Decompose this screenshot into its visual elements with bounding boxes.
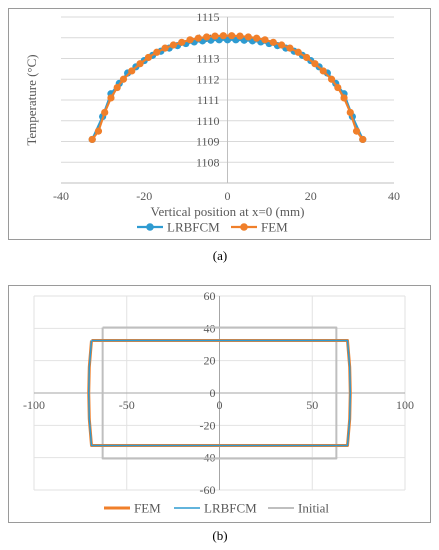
y-tick-label: -20	[200, 418, 216, 432]
series-fem	[88, 32, 367, 144]
y-tick-label: 1115	[196, 10, 219, 24]
temperature-chart: 11081109111011111112111311141115-40-2002…	[24, 10, 400, 235]
x-tick-label: 50	[306, 398, 318, 412]
data-point	[228, 32, 236, 40]
y-tick-label: 1109	[196, 135, 220, 149]
y-tick-label: 1108	[196, 155, 220, 169]
legend-item: FEM	[231, 220, 288, 235]
data-point	[107, 94, 115, 102]
data-point	[278, 41, 286, 49]
x-tick-label: 40	[388, 189, 400, 203]
data-point	[311, 60, 319, 68]
y-tick-label: 60	[204, 289, 216, 303]
x-tick-label: 20	[305, 189, 317, 203]
legend-item: FEM	[104, 501, 161, 516]
chart-b-panel: -60 -40 -20 0 20 40 60 -100 -50 0 50 100 FEM LRBFCM In…	[8, 285, 431, 523]
legend-item: LRBFCM	[137, 220, 220, 235]
data-point	[327, 75, 336, 83]
y-tick-label: -60	[200, 483, 216, 497]
legend-label: LRBFCM	[204, 501, 257, 516]
y-tick-label: 20	[204, 354, 216, 368]
y-tick-label: 1110	[196, 114, 219, 128]
y-tick-label: 1112	[196, 72, 219, 86]
data-point	[352, 127, 361, 135]
data-point	[169, 41, 177, 49]
data-point	[261, 36, 269, 44]
data-point	[153, 48, 161, 56]
legend-marker	[240, 223, 248, 231]
caption-a: (a)	[212, 248, 228, 263]
x-tick-label: 0	[225, 189, 231, 203]
data-point	[94, 127, 103, 135]
data-point	[236, 32, 244, 40]
x-tick-label: 0	[217, 398, 223, 412]
data-point	[269, 38, 277, 46]
data-point	[128, 67, 136, 75]
data-point	[359, 135, 367, 144]
data-point	[88, 135, 96, 144]
data-point	[101, 108, 109, 117]
data-point	[194, 34, 202, 42]
x-tick-label: -100	[23, 398, 45, 412]
data-point	[211, 32, 219, 40]
data-point	[119, 75, 128, 83]
x-tick-label: -20	[136, 189, 152, 203]
x-tick-label: -50	[119, 398, 135, 412]
data-point	[346, 108, 354, 117]
legend-marker	[146, 223, 154, 231]
y-tick-label: 1113	[196, 52, 219, 66]
y-axis-title: Temperature (°C)	[24, 54, 39, 145]
data-point	[302, 53, 311, 62]
data-point	[203, 33, 211, 41]
series-lrbfcm-line	[87, 339, 352, 447]
legend-item: Initial	[268, 501, 329, 516]
legend-label: FEM	[134, 501, 161, 516]
data-point	[144, 53, 153, 62]
data-point	[340, 94, 348, 102]
x-axis-title: Vertical position at x=0 (mm)	[151, 204, 305, 219]
caption-b: (b)	[212, 528, 228, 543]
legend-label: Initial	[298, 501, 329, 516]
data-point	[334, 83, 342, 92]
data-point	[113, 83, 121, 92]
data-point	[161, 44, 169, 52]
data-point	[319, 67, 327, 75]
data-point	[178, 38, 186, 46]
legend-item: LRBFCM	[174, 501, 257, 516]
y-tick-label: 1111	[197, 93, 220, 107]
chart-a-panel: 11081109111011111112111311141115-40-2002…	[8, 8, 431, 240]
data-point	[186, 36, 194, 44]
data-point	[136, 60, 144, 68]
legend-label: FEM	[261, 220, 288, 235]
data-point	[219, 32, 227, 40]
x-tick-label: -40	[53, 189, 69, 203]
legend-label: LRBFCM	[167, 220, 220, 235]
x-tick-label: 100	[396, 398, 414, 412]
series-initial-line	[101, 326, 338, 460]
data-point	[294, 48, 302, 56]
data-point	[253, 34, 261, 42]
data-point	[286, 44, 294, 52]
y-tick-label: 0	[210, 386, 216, 400]
data-point	[244, 33, 252, 41]
